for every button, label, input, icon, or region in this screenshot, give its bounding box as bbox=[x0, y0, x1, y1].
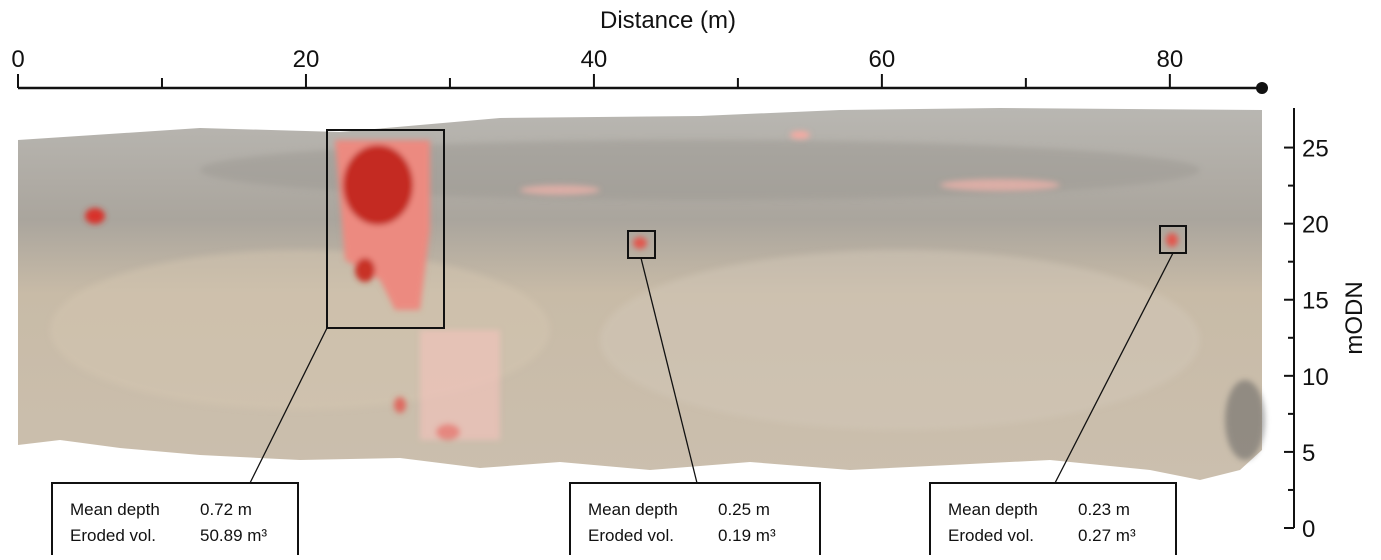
annotation-volume: 50.89 m³ bbox=[200, 526, 267, 545]
y-tick-label: 25 bbox=[1302, 136, 1329, 163]
annotation-volume-label: Eroded vol. bbox=[588, 526, 674, 545]
y-axis-label: mODN bbox=[1341, 281, 1368, 354]
x-axis-end bbox=[1256, 82, 1268, 94]
y-tick-label: 10 bbox=[1302, 364, 1329, 391]
figure: Distance (m) mODN 0 20 40 60 80 0 5 10 15 20 25 Mea… bbox=[0, 0, 1381, 555]
x-tick-label: 20 bbox=[293, 46, 320, 73]
x-tick-label: 0 bbox=[11, 46, 24, 73]
annotation-depth-label: Mean depth bbox=[70, 500, 160, 519]
cliff-photo bbox=[18, 108, 1265, 480]
annotation-volume-label: Eroded vol. bbox=[948, 526, 1034, 545]
annotation-depth: 0.25 m bbox=[718, 500, 770, 519]
y-tick-label: 20 bbox=[1302, 212, 1329, 239]
y-tick-label: 5 bbox=[1302, 440, 1315, 467]
y-tick-label: 0 bbox=[1302, 516, 1315, 543]
annotation-depth-label: Mean depth bbox=[588, 500, 678, 519]
annotation-depth: 0.72 m bbox=[200, 500, 252, 519]
x-axis-label: Distance (m) bbox=[600, 7, 736, 34]
annotation-depth: 0.23 m bbox=[1078, 500, 1130, 519]
x-tick-label: 60 bbox=[869, 46, 896, 73]
annotation-depth-label: Mean depth bbox=[948, 500, 1038, 519]
x-tick-label: 80 bbox=[1157, 46, 1184, 73]
annotation-volume: 0.27 m³ bbox=[1078, 526, 1136, 545]
annotation-volume: 0.19 m³ bbox=[718, 526, 776, 545]
annotation-volume-label: Eroded vol. bbox=[70, 526, 156, 545]
x-tick-label: 40 bbox=[581, 46, 608, 73]
y-tick-label: 15 bbox=[1302, 288, 1329, 315]
